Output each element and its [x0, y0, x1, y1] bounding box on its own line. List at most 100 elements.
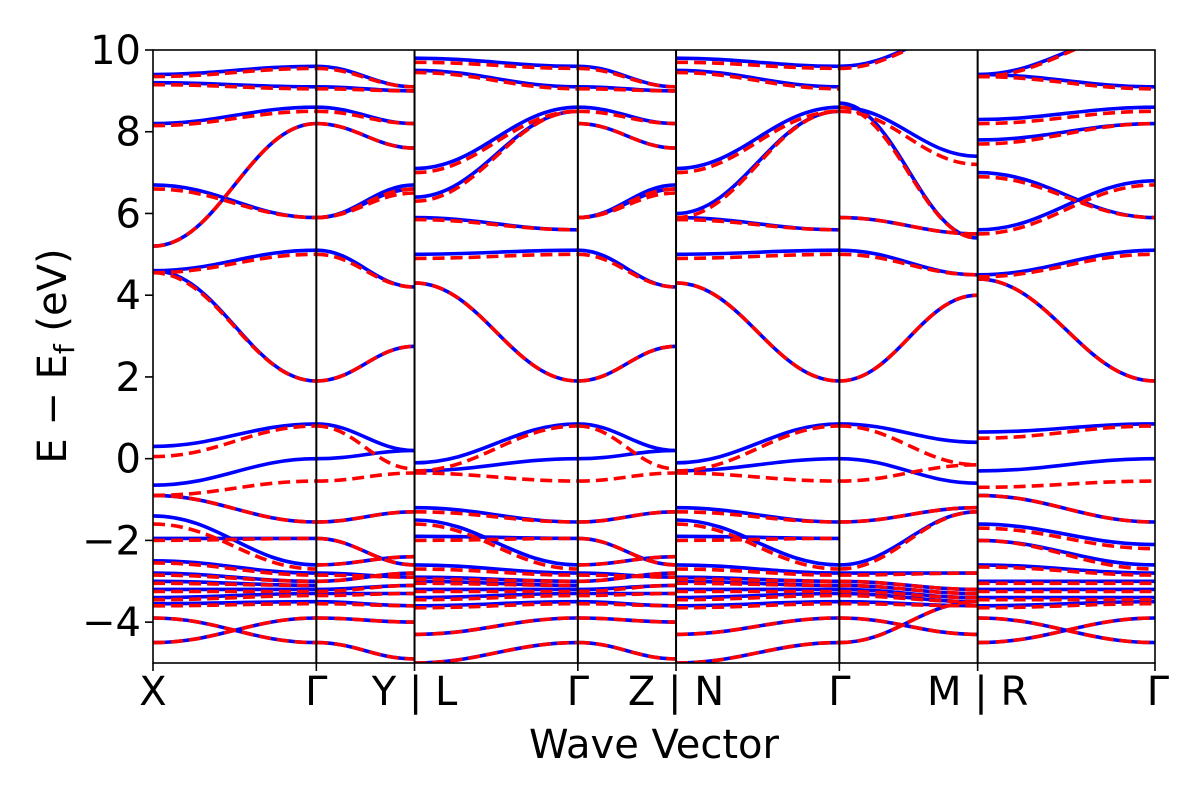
band-solid-seg4-b1 — [675, 68, 840, 89]
band-dashed-seg1-b1 — [316, 87, 415, 93]
band-solid-seg4-b5 — [675, 248, 840, 257]
band-dashed-seg2-b9 — [414, 510, 578, 524]
band-dashed-seg4-b2 — [675, 109, 840, 175]
band-dashed-seg3-b13 — [577, 573, 677, 579]
band-solid-seg5-b7 — [839, 456, 978, 485]
band-dashed-seg4-b6 — [675, 281, 840, 383]
x-tick-label-3: Γ — [567, 669, 590, 715]
band-dashed-seg2-b10 — [414, 522, 578, 571]
band-solid-seg5-b6 — [839, 422, 978, 445]
band-solid-seg0-b16 — [153, 591, 317, 600]
band-dashed-seg1-b18 — [316, 616, 415, 624]
band-dashed-seg0-b14 — [153, 581, 317, 588]
band-dashed-seg4-b12 — [675, 567, 840, 577]
band-dashed-seg5-b0 — [839, 50, 911, 71]
band-solid-seg2-b9 — [414, 505, 578, 524]
band-solid-seg5-b12 — [839, 583, 978, 596]
band-solid-seg6-b17 — [977, 599, 1155, 608]
y-tick-label-3: 2 — [116, 355, 141, 401]
band-solid-seg0-b8 — [153, 456, 317, 487]
band-dashed-seg1-b2 — [316, 109, 415, 126]
band-dashed-seg2-b17 — [414, 601, 578, 610]
band-dashed-seg5-b17 — [839, 599, 978, 645]
band-dashed-seg6-b8 — [977, 424, 1155, 440]
band-solid-seg0-b17 — [153, 599, 317, 606]
band-dashed-seg4-b13 — [675, 577, 840, 584]
band-dashed-seg6-b0 — [977, 50, 1078, 79]
band-solid-seg0-b1 — [153, 80, 317, 89]
band-dashed-seg3-b2 — [577, 109, 677, 126]
band-dashed-seg3-b7 — [577, 344, 677, 383]
band-solid-seg3-b15 — [577, 583, 677, 592]
band-solid-seg3-b2 — [577, 105, 677, 126]
band-dashed-seg6-b11 — [977, 526, 1155, 551]
band-solid-seg5-b8 — [839, 505, 978, 524]
band-solid-seg2-b5 — [414, 248, 578, 257]
band-dashed-seg4-b18 — [675, 616, 840, 637]
band-dashed-seg6-b3 — [977, 121, 1155, 146]
y-tick-label-7: 10 — [90, 28, 141, 74]
band-dashed-seg0-b2 — [153, 109, 317, 128]
band-dashed-seg3-b5 — [577, 191, 677, 220]
band-dashed-seg6-b6 — [977, 252, 1155, 279]
band-solid-seg1-b2 — [316, 105, 415, 126]
band-solid-seg5-b16 — [839, 616, 978, 637]
band-dashed-seg3-b10 — [577, 510, 677, 524]
band-dashed-seg1-b11 — [316, 536, 415, 567]
band-dashed-seg4-b17 — [675, 601, 840, 610]
x-tick-label-0: X — [139, 669, 166, 715]
band-solid-seg2-b1 — [414, 68, 578, 89]
band-solid-seg1-b15 — [316, 583, 415, 592]
band-dashed-seg2-b0 — [414, 60, 578, 71]
y-axis-ticks: −4 −2 0 2 4 6 8 10 — [82, 28, 153, 646]
band-solid-seg4-b0 — [675, 56, 840, 69]
band-solid-seg2-b10 — [414, 518, 578, 567]
band-dashed-seg1-b13 — [316, 573, 415, 579]
band-dashed-seg3-b17 — [577, 601, 677, 608]
band-dashed-seg1-b19 — [316, 640, 415, 661]
band-dashed-seg0-b1 — [153, 82, 317, 91]
band-dashed-seg1-b16 — [316, 591, 415, 598]
band-solid-seg5-b4 — [839, 248, 978, 277]
band-dashed-seg4-b19 — [675, 640, 840, 663]
band-solid-seg2-b11 — [414, 534, 578, 541]
band-dashed-seg6-b12 — [977, 538, 1155, 571]
band-solid-seg5-b11 — [839, 579, 978, 592]
band-dashed-seg6-b9 — [977, 479, 1155, 490]
band-solid-seg3-b1 — [577, 85, 677, 93]
band-dashed-seg1-b5 — [316, 191, 415, 220]
band-solid-seg0-b12 — [153, 559, 317, 575]
band-solid-seg4-b2 — [675, 105, 840, 171]
band-dashed-seg4-b11 — [675, 536, 840, 543]
band-dashed-seg3-b12 — [577, 554, 677, 567]
band-dashed-seg3-b15 — [577, 583, 677, 594]
band-dashed-seg1-b0 — [316, 66, 415, 89]
band-solid-seg0-b5 — [153, 248, 317, 273]
band-dashed-seg6-b19 — [977, 616, 1155, 645]
band-dashed-seg3-b9 — [577, 471, 677, 483]
band-dashed-seg0-b11 — [153, 536, 317, 543]
band-solid-seg5-b13 — [839, 587, 978, 600]
band-solid-seg1-b0 — [316, 64, 415, 89]
band-dashed-seg3-b19 — [577, 640, 677, 661]
band-solid-seg5-b15 — [839, 599, 978, 608]
band-dashed-seg2-b11 — [414, 536, 578, 543]
band-dashed-seg4-b4 — [675, 217, 840, 232]
band-dashed-seg3-b11 — [577, 536, 677, 567]
band-dashed-seg5-b5 — [839, 293, 978, 383]
band-dashed-seg2-b16 — [414, 593, 578, 602]
band-solid-seg6-b5 — [977, 179, 1155, 232]
band-dashed-seg3-b8 — [577, 424, 677, 471]
band-solid-seg2-b7 — [414, 422, 578, 465]
y-tick-label-4: 4 — [116, 273, 141, 319]
band-dashed-seg3-b18 — [577, 616, 677, 624]
band-dashed-seg1-b7 — [316, 344, 415, 383]
y-tick-label-2: 0 — [116, 437, 141, 483]
band-dashed-seg1-b6 — [316, 252, 415, 289]
band-dashed-seg2-b4 — [414, 217, 578, 232]
band-dashed-seg0-b3 — [153, 187, 317, 220]
band-dashed-seg6-b1 — [977, 74, 1155, 91]
band-dashed-seg1-b12 — [316, 554, 415, 567]
band-dashed-seg3-b6 — [577, 252, 677, 289]
band-dashed-seg3-b0 — [577, 66, 677, 89]
